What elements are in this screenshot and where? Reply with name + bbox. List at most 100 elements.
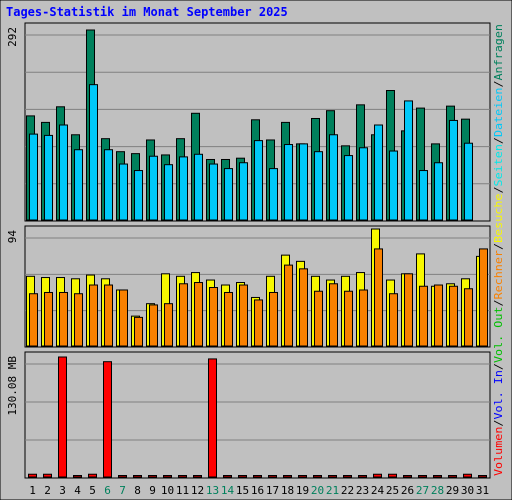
bar-dateien <box>104 149 113 221</box>
bar-dateien <box>74 149 83 221</box>
bar-dateien <box>464 142 473 221</box>
bar-volumen <box>223 475 232 478</box>
bar-volumen <box>358 475 367 478</box>
bar-volumen <box>28 473 37 478</box>
right-legend-text: Volumen/Vol. In/Vol. Out/Rechner/Besuche… <box>492 24 505 476</box>
bar-volumen <box>463 473 472 478</box>
bar-dateien <box>119 163 128 221</box>
bar-volumen <box>103 361 112 478</box>
x-tick-label: 25 <box>386 484 399 497</box>
label-sep: / <box>492 137 505 144</box>
x-tick-label: 15 <box>236 484 249 497</box>
bar-volumen <box>448 475 457 478</box>
max-label-bottom: 130.08 MB <box>6 356 19 416</box>
bar-dateien <box>329 134 338 221</box>
bar-dateien <box>299 143 308 221</box>
label-seiten: Seiten <box>492 144 505 186</box>
bar-rechner <box>284 264 293 347</box>
bar-dateien <box>284 144 293 221</box>
bar-rechner <box>299 268 308 347</box>
bar-rechner <box>104 284 113 347</box>
bar-rechner <box>194 282 203 347</box>
bar-dateien <box>404 100 413 221</box>
x-tick-label: 13 <box>206 484 219 497</box>
bar-rechner <box>164 303 173 347</box>
x-tick-label: 28 <box>431 484 444 497</box>
bar-dateien <box>389 150 398 221</box>
bar-volumen <box>418 475 427 478</box>
x-tick-label: 2 <box>44 484 51 497</box>
bar-volumen <box>433 475 442 478</box>
label-sep: / <box>492 299 505 306</box>
max-label-top: 292 <box>6 27 19 47</box>
x-axis-labels: 1 2 3 4 5 6 7 8 9 10 11 12 13 14 15 16 17 18 19 20 21 22 23 24 2… <box>29 484 489 497</box>
x-tick-label: 1 <box>29 484 36 497</box>
bar-dateien <box>374 124 383 221</box>
bar-rechner <box>209 287 218 347</box>
bar-volumen <box>403 475 412 478</box>
bar-rechner <box>374 248 383 347</box>
bar-volumen <box>118 475 127 478</box>
bar-dateien <box>314 151 323 221</box>
label-anfragen: Anfragen <box>492 24 505 80</box>
bar-dateien <box>194 153 203 221</box>
bar-volumen <box>193 475 202 478</box>
label-sep: / <box>492 80 505 87</box>
bar-dateien <box>209 163 218 221</box>
label-sep: / <box>492 363 505 370</box>
bar-volumen <box>133 475 142 478</box>
panel-hits <box>24 22 491 222</box>
label-dateien: Dateien <box>492 88 505 137</box>
bar-volumen <box>58 356 67 478</box>
bar-rechner <box>44 291 53 347</box>
x-tick-label: 17 <box>266 484 279 497</box>
bar-rechner <box>449 285 458 347</box>
bar-dateien <box>359 147 368 221</box>
bar-rechner <box>254 299 263 347</box>
bar-dateien <box>449 119 458 221</box>
max-labels: 292 94 130.08 MB <box>6 27 19 416</box>
label-sep: / <box>492 186 505 193</box>
bar-volumen <box>238 475 247 478</box>
x-tick-label: 14 <box>221 484 235 497</box>
x-tick-label: 18 <box>281 484 294 497</box>
bar-rechner <box>149 304 158 347</box>
bar-rechner <box>434 284 443 347</box>
x-tick-label: 11 <box>176 484 189 497</box>
bar-volumen <box>298 475 307 478</box>
bar-rechner <box>464 288 473 347</box>
bar-volumen <box>388 473 397 478</box>
bar-rechner <box>404 273 413 347</box>
bar-rechner <box>479 248 488 347</box>
x-tick-label: 16 <box>251 484 264 497</box>
bar-volumen <box>283 475 292 478</box>
bar-volumen <box>43 473 52 478</box>
x-tick-label: 19 <box>296 484 309 497</box>
legend-labels: Volumen/Vol. In/Vol. Out/Rechner/Besuche… <box>492 24 505 476</box>
max-label-middle: 94 <box>6 230 19 244</box>
bar-rechner <box>134 316 143 347</box>
bar-rechner <box>74 293 83 347</box>
bar-rechner <box>59 291 68 347</box>
x-tick-label: 24 <box>371 484 385 497</box>
bar-volumen <box>148 475 157 478</box>
bar-dateien <box>269 168 278 221</box>
x-tick-label: 31 <box>476 484 489 497</box>
x-tick-label: 10 <box>161 484 174 497</box>
bar-rechner <box>179 283 188 347</box>
x-tick-label: 5 <box>89 484 96 497</box>
bar-dateien <box>254 140 263 221</box>
bar-dateien <box>149 155 158 221</box>
x-tick-label: 3 <box>59 484 66 497</box>
bar-rechner <box>419 285 428 347</box>
label-vol-in: Vol. In <box>492 370 505 419</box>
x-tick-label: 20 <box>311 484 324 497</box>
bar-volumen <box>343 475 352 478</box>
x-tick-label: 26 <box>401 484 414 497</box>
bar-volumen <box>178 475 187 478</box>
label-volumen: Volumen <box>492 427 505 476</box>
bar-dateien <box>44 134 53 221</box>
panel-visits <box>24 225 491 348</box>
x-tick-label: 6 <box>104 484 111 497</box>
